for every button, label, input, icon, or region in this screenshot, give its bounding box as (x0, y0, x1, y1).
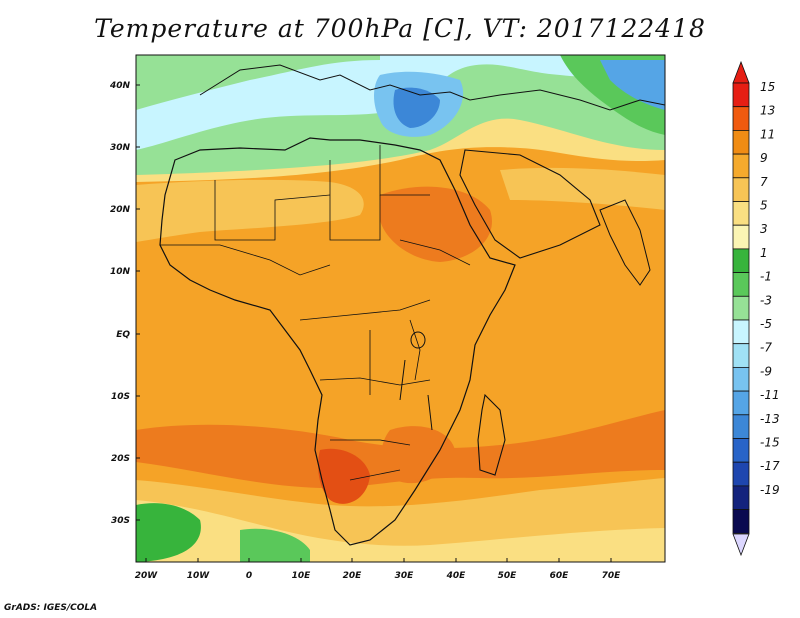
colorbar-swatch (732, 153, 750, 179)
lon-tick-label: 0 (246, 571, 252, 581)
colorbar-label: -5 (760, 317, 772, 331)
europe-coastline (199, 64, 665, 111)
lake-victoria (410, 331, 426, 349)
colorbar-swatch (732, 248, 750, 273)
colorbar-swatch (732, 272, 750, 297)
grads-credit: GrADS: IGES/COLA (4, 603, 98, 613)
lat-tick-label: 20S (111, 454, 130, 464)
lat-tick-marks (136, 84, 140, 521)
madagascar-outline (477, 393, 506, 476)
colorbar-label: -3 (760, 293, 772, 307)
south-green-patch (240, 528, 310, 562)
lat-tick-label: 30N (110, 143, 131, 153)
colorbar-label: -9 (760, 364, 772, 378)
east-africa-warm (380, 186, 492, 262)
colorbar-swatch (732, 129, 750, 155)
india-outline (599, 199, 651, 286)
colorbar-label: -7 (760, 341, 772, 355)
lon-tick-marks (145, 558, 612, 562)
lake-malawi (427, 394, 433, 431)
colorbar-label: -1 (760, 270, 772, 284)
colorbar-label: 1 (760, 246, 768, 260)
north-atlantic-green (136, 55, 380, 110)
colorbar-label: -17 (760, 459, 780, 473)
lon-tick-label: 20E (343, 571, 363, 581)
asia-cold (600, 60, 665, 110)
colorbar-swatch (732, 438, 750, 463)
lat-tick-label: EQ (116, 330, 130, 340)
southern-warm-belt (136, 410, 665, 489)
lon-tick-label: 30E (395, 571, 415, 581)
lat-tick-label: 30S (111, 516, 130, 526)
colorbar-swatch (732, 343, 750, 368)
lake-tanganyika (399, 359, 406, 401)
colorbar-label: 3 (760, 222, 768, 236)
colorbar-swatch (732, 414, 750, 439)
lat-tick-label: 40N (109, 81, 131, 91)
lat-axis: 40N 30N 20N 10N EQ 10S 20S 30S (109, 81, 131, 526)
lon-tick-label: 50E (498, 571, 518, 581)
mediterranean-coldest (393, 87, 440, 128)
colorbar-swatch (732, 295, 750, 321)
lat-tick-label: 20N (110, 205, 131, 215)
lon-axis: 20W 10W 0 10E 20E 30E 40E 50E 60E 70E (135, 571, 621, 581)
colorbar-label: 15 (760, 80, 775, 94)
colorbar-label: 5 (760, 199, 768, 213)
colorbar-swatch (732, 319, 750, 345)
colorbar: 15 13 11 9 7 5 3 1 -1 -3 -5 -7 -9 -11 -13 -15 -17 -19 (732, 60, 780, 557)
sahara-yellow (136, 179, 364, 242)
colorbar-label: 11 (760, 127, 775, 141)
colorbar-swatch (732, 509, 750, 534)
colorbar-swatch (732, 201, 750, 226)
arabia-yellow (500, 167, 665, 210)
colorbar-swatch (732, 224, 750, 250)
colorbar-label: -11 (760, 388, 780, 402)
colorbar-label: 7 (760, 175, 768, 189)
map-panel (136, 55, 665, 562)
country-borders (160, 145, 471, 481)
colorbar-swatch (732, 177, 750, 202)
colorbar-label: -13 (760, 412, 780, 426)
south-atlantic-green (136, 503, 201, 562)
colorbar-label: -19 (760, 483, 780, 497)
lon-tick-label: 70E (602, 571, 622, 581)
africa-outline (159, 137, 516, 546)
lon-tick-label: 10E (292, 571, 312, 581)
colorbar-label: 9 (760, 151, 768, 165)
colorbar-swatch (732, 366, 750, 392)
colorbar-bottom-arrow (732, 533, 750, 557)
colorbar-swatch (732, 461, 750, 487)
lon-tick-label: 60E (550, 571, 570, 581)
kalahari-hot (318, 448, 370, 504)
lon-tick-label: 10W (187, 571, 211, 581)
colorbar-label: -15 (760, 436, 780, 450)
lat-tick-label: 10N (110, 267, 131, 277)
map-title: Temperature at 700hPa [C], VT: 201712241… (94, 14, 706, 43)
lon-tick-label: 40E (446, 571, 467, 581)
colorbar-swatch (732, 390, 750, 416)
lon-tick-label: 20W (135, 571, 159, 581)
arabia-outline (459, 149, 601, 259)
colorbar-top-arrow (732, 60, 750, 84)
map-frame (135, 54, 666, 563)
colorbar-swatch (732, 485, 750, 510)
colorbar-swatch (732, 82, 750, 108)
colorbar-swatch (732, 106, 750, 131)
colorbar-label: 13 (760, 104, 775, 118)
lat-tick-label: 10S (111, 392, 130, 402)
